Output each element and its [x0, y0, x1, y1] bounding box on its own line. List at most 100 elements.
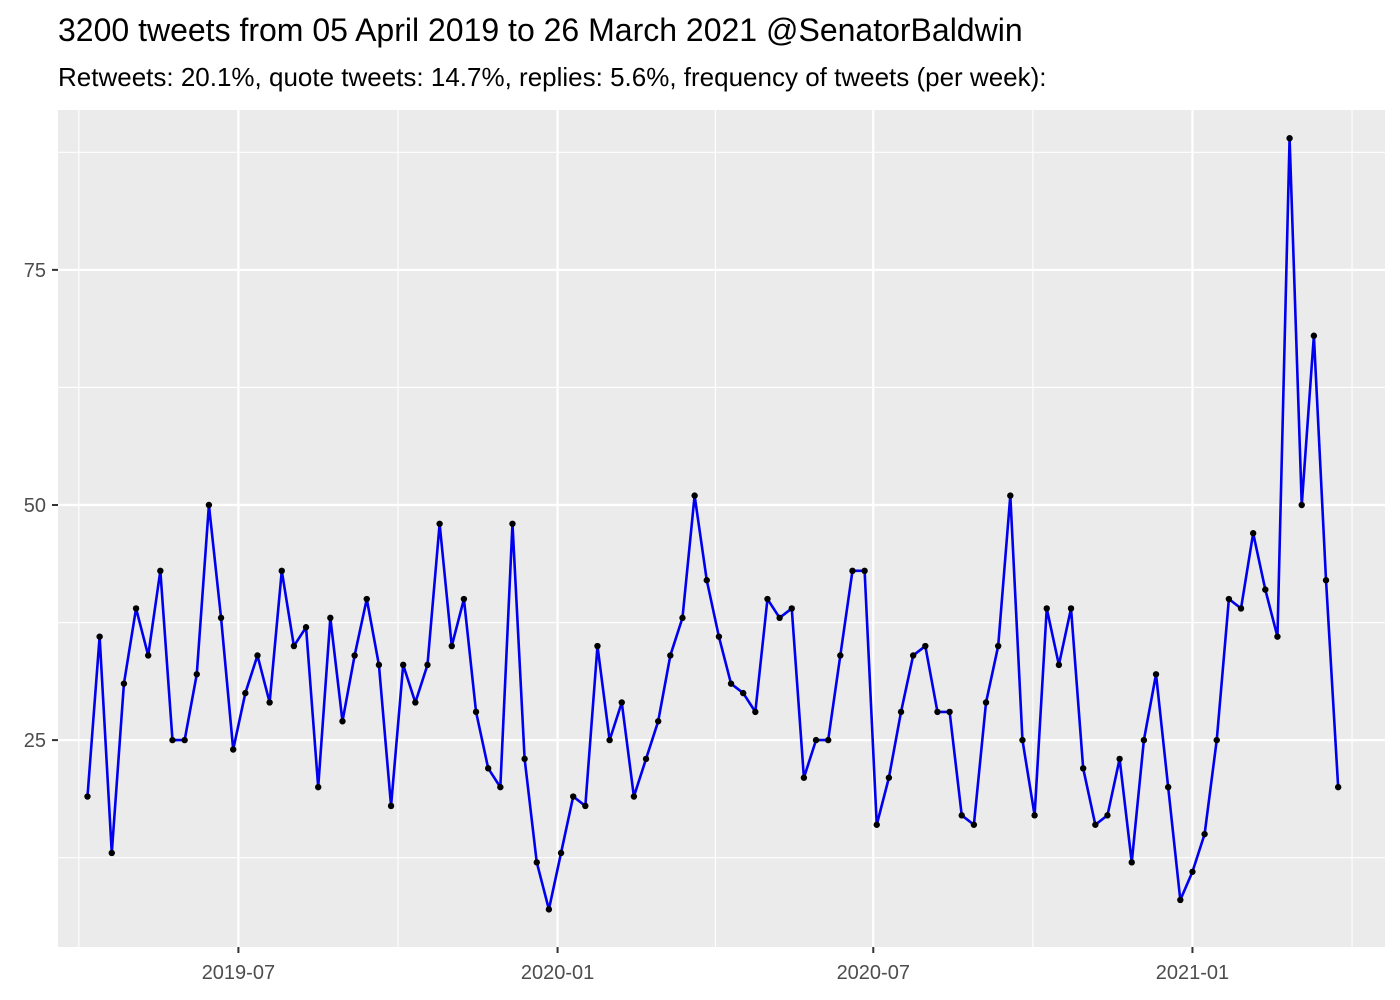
data-point — [642, 755, 650, 763]
data-point — [1237, 605, 1245, 612]
data-point — [448, 642, 455, 650]
data-point — [157, 567, 164, 575]
data-point — [812, 736, 820, 744]
major-gridlines — [58, 110, 1385, 947]
data-point — [1298, 501, 1305, 509]
data-point — [1274, 633, 1281, 640]
data-point — [509, 520, 516, 527]
chart-subtitle: Retweets: 20.1%, quote tweets: 14.7%, re… — [58, 62, 1047, 92]
data-point — [691, 492, 698, 499]
data-point — [727, 680, 735, 687]
data-point — [703, 577, 710, 584]
data-point — [849, 567, 856, 575]
data-point — [982, 699, 990, 706]
data-point — [1334, 783, 1342, 791]
data-point — [667, 652, 674, 659]
data-point — [1225, 595, 1233, 603]
data-point — [873, 821, 880, 828]
plot-panel — [58, 110, 1385, 947]
data-point — [120, 680, 128, 687]
data-point — [618, 699, 625, 706]
data-point — [132, 605, 140, 612]
data-point — [266, 699, 273, 706]
data-point — [327, 614, 334, 622]
data-point — [1128, 859, 1135, 866]
data-point — [1152, 671, 1160, 678]
x-tick-label: 2021-01 — [1156, 962, 1229, 984]
data-point — [351, 652, 358, 659]
data-point — [1177, 896, 1184, 904]
data-point — [630, 793, 638, 800]
data-point — [1164, 783, 1172, 791]
data-point — [1079, 765, 1087, 772]
data-point — [1201, 830, 1208, 838]
data-point — [861, 567, 868, 575]
data-point — [800, 774, 808, 781]
data-point — [484, 765, 492, 772]
data-point — [994, 642, 1002, 650]
data-point — [837, 652, 844, 659]
series-layer — [86, 136, 1340, 911]
data-point — [242, 689, 249, 697]
data-point — [776, 614, 783, 622]
data-point — [1322, 577, 1330, 584]
data-point — [436, 520, 443, 527]
data-point — [1249, 530, 1257, 537]
data-point — [314, 783, 322, 791]
data-point — [739, 689, 747, 697]
data-point — [1104, 812, 1111, 819]
data-point — [897, 708, 905, 716]
data-point — [545, 906, 553, 913]
data-point — [1092, 821, 1099, 828]
data-point — [946, 708, 953, 716]
data-point — [1286, 135, 1293, 142]
data-point — [412, 699, 419, 706]
data-point — [363, 595, 370, 603]
data-point — [84, 793, 91, 800]
data-point — [1116, 755, 1123, 763]
data-point — [205, 501, 213, 509]
data-point — [169, 736, 176, 744]
data-point — [934, 708, 941, 716]
data-point — [679, 614, 686, 622]
data-point — [145, 652, 152, 659]
data-point — [715, 633, 723, 640]
data-point — [497, 783, 504, 791]
data-point — [1019, 736, 1026, 744]
data-point — [606, 736, 613, 744]
data-point — [375, 661, 383, 669]
data-point — [278, 567, 285, 575]
x-tick-label: 2020-01 — [521, 962, 594, 984]
data-point — [909, 652, 917, 659]
data-point — [594, 642, 601, 650]
data-point — [1007, 492, 1014, 499]
data-point — [885, 774, 893, 781]
data-point — [1262, 586, 1269, 593]
data-point — [1055, 661, 1063, 669]
data-point — [533, 859, 540, 866]
data-point — [1067, 605, 1075, 612]
data-point — [229, 746, 237, 753]
data-point — [387, 802, 395, 810]
chart-title: 3200 tweets from 05 April 2019 to 26 Mar… — [58, 12, 1023, 48]
data-point — [96, 633, 103, 640]
data-point — [1031, 812, 1038, 819]
data-point — [339, 718, 346, 725]
data-point — [399, 661, 407, 669]
data-point — [290, 642, 298, 650]
data-point — [217, 614, 225, 622]
data-point — [1189, 868, 1196, 875]
data-point — [460, 595, 468, 603]
x-tick-label: 2019-07 — [202, 962, 275, 984]
series-line — [86, 136, 1340, 911]
axes-layer: 2019-07 2020-01 2020-07 2021-01 25 50 75 — [24, 260, 1229, 984]
points-layer — [84, 135, 1342, 913]
y-tick-label: 25 — [24, 730, 46, 752]
data-point — [922, 642, 929, 650]
data-point — [1043, 605, 1050, 612]
data-point — [582, 802, 589, 810]
x-tick-label: 2020-07 — [837, 962, 910, 984]
data-point — [958, 812, 965, 819]
data-point — [1213, 736, 1220, 744]
